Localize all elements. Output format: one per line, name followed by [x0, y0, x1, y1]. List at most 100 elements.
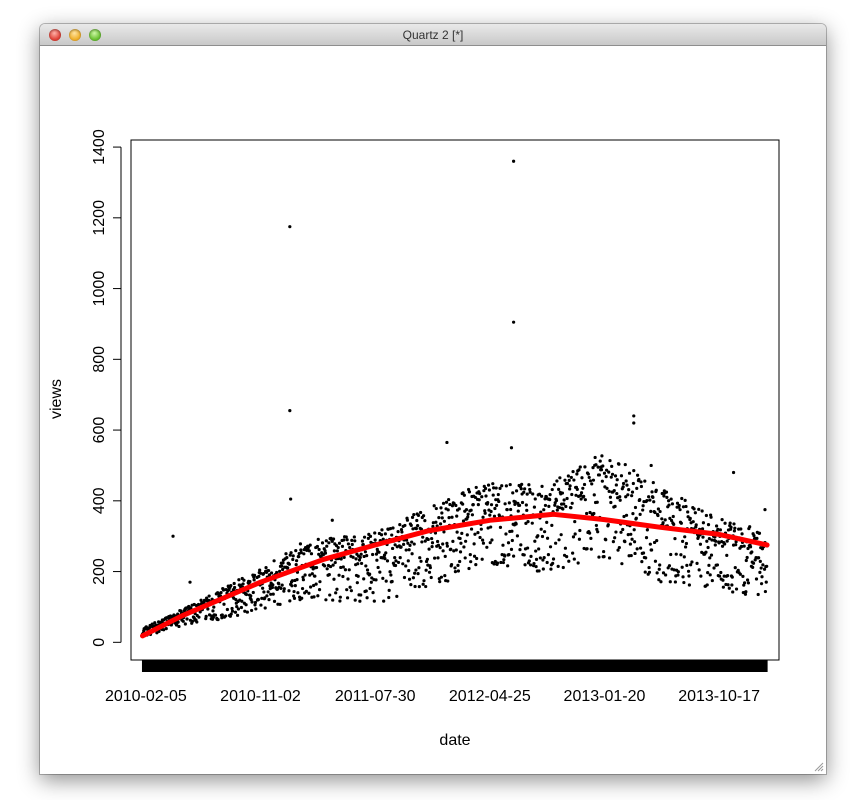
- data-point: [481, 515, 485, 519]
- data-point: [469, 560, 473, 564]
- data-point: [328, 593, 332, 597]
- data-point: [614, 530, 618, 534]
- data-point: [490, 538, 494, 542]
- data-point: [375, 558, 379, 562]
- data-point: [746, 546, 750, 551]
- data-point: [649, 463, 653, 468]
- close-button[interactable]: [49, 29, 61, 41]
- data-point: [651, 480, 655, 485]
- data-point: [578, 528, 582, 533]
- data-point: [312, 583, 316, 588]
- data-point: [176, 620, 180, 624]
- data-point: [624, 479, 628, 483]
- data-point: [423, 519, 427, 523]
- data-point: [404, 548, 408, 552]
- data-point: [368, 534, 373, 538]
- data-point: [472, 542, 476, 546]
- data-point: [641, 508, 645, 512]
- data-point: [460, 531, 464, 536]
- data-point: [265, 594, 269, 598]
- data-point: [668, 580, 672, 584]
- data-point: [541, 567, 545, 571]
- data-point: [413, 571, 417, 575]
- data-point: [695, 561, 699, 565]
- data-point: [221, 588, 226, 592]
- data-point: [760, 575, 764, 579]
- data-point: [188, 580, 192, 584]
- data-point: [651, 495, 655, 499]
- data-point: [455, 530, 459, 534]
- data-point: [330, 539, 334, 543]
- data-point: [513, 502, 517, 506]
- data-point: [466, 515, 470, 519]
- data-point: [284, 552, 288, 556]
- data-point: [259, 603, 263, 607]
- data-point: [520, 482, 524, 487]
- data-point: [406, 559, 410, 563]
- data-point: [644, 536, 649, 540]
- data-point: [567, 559, 571, 563]
- data-point: [507, 553, 511, 557]
- data-point: [723, 521, 727, 525]
- data-point: [295, 578, 299, 582]
- date-rug: [141, 660, 768, 672]
- data-point: [681, 539, 685, 544]
- data-point: [592, 493, 596, 497]
- y-axis: 0 200 400 600 800 1000 1200 1400: [91, 129, 122, 647]
- data-point: [534, 564, 538, 569]
- title-bar[interactable]: Quartz 2 [*]: [40, 24, 826, 46]
- data-point: [402, 575, 407, 580]
- data-point: [619, 474, 624, 478]
- minimize-button[interactable]: [69, 29, 81, 41]
- data-point: [292, 589, 296, 594]
- data-point: [741, 574, 745, 578]
- data-point: [599, 468, 604, 472]
- data-point: [529, 554, 533, 558]
- data-point: [545, 536, 550, 540]
- plot-frame: [130, 139, 780, 661]
- data-point: [250, 608, 254, 613]
- data-point: [591, 466, 595, 470]
- data-point: [362, 554, 366, 559]
- data-point: [290, 584, 294, 588]
- data-point: [383, 557, 387, 561]
- data-point: [528, 487, 532, 492]
- data-point: [262, 590, 266, 594]
- data-point: [517, 503, 522, 507]
- data-point: [493, 506, 497, 511]
- data-point: [673, 537, 677, 541]
- data-point: [484, 494, 488, 498]
- data-point: [354, 557, 358, 561]
- data-point: [400, 530, 404, 534]
- data-point: [449, 547, 453, 551]
- data-point: [522, 490, 526, 494]
- data-point: [731, 590, 735, 594]
- data-point: [257, 574, 261, 578]
- data-point: [523, 563, 527, 567]
- data-point: [350, 542, 354, 547]
- data-point: [364, 564, 368, 568]
- data-point: [419, 559, 423, 563]
- data-point: [374, 578, 378, 582]
- data-point: [716, 527, 720, 531]
- data-point: [296, 591, 300, 595]
- data-point: [456, 563, 460, 567]
- resize-grip-icon[interactable]: [814, 762, 824, 772]
- data-point: [531, 492, 535, 496]
- data-point: [604, 474, 608, 479]
- data-point: [504, 484, 508, 488]
- data-point: [514, 522, 518, 526]
- data-point: [437, 516, 441, 520]
- data-point: [464, 507, 469, 512]
- data-point: [454, 503, 458, 508]
- data-point: [467, 490, 472, 494]
- data-point: [522, 553, 526, 557]
- data-point: [267, 573, 272, 577]
- data-point: [588, 479, 593, 483]
- zoom-button[interactable]: [89, 29, 101, 41]
- data-point: [457, 507, 461, 511]
- data-point: [660, 491, 664, 496]
- data-point: [402, 542, 406, 546]
- data-point: [669, 518, 674, 523]
- data-point: [385, 559, 390, 563]
